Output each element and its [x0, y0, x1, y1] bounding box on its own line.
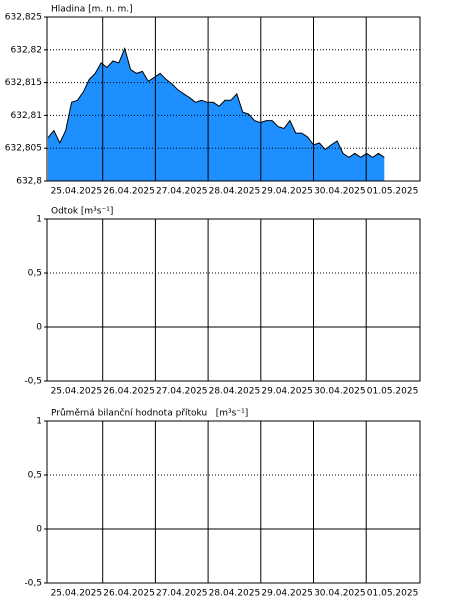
y-tick-label: 632,825	[5, 13, 42, 23]
panel-title: Hladina [m. n. m.]	[51, 5, 133, 15]
x-tick-label: 30.04.2025	[314, 387, 366, 397]
panel-title: Odtok [m³s⁻¹]	[51, 207, 113, 217]
y-tick-label: -0,5	[24, 579, 42, 589]
plot-frame	[46, 16, 421, 182]
x-tick-label: 30.04.2025	[314, 589, 366, 599]
x-tick-label: 26.04.2025	[103, 187, 155, 197]
x-tick-label: 29.04.2025	[261, 387, 313, 397]
y-tick-label: 1	[36, 215, 42, 225]
panel-title: Průměrná bilanční hodnota přítoku [m³s⁻¹…	[51, 408, 248, 419]
x-tick-label: 28.04.2025	[209, 187, 261, 197]
x-tick-label: 26.04.2025	[103, 589, 155, 599]
x-tick-label: 01.05.2025	[367, 187, 419, 197]
y-tick-label: -0,5	[24, 377, 42, 387]
plot-frame	[46, 420, 421, 584]
plot-frame	[46, 218, 421, 382]
x-tick-label: 28.04.2025	[209, 387, 261, 397]
y-tick-label: 0,5	[28, 471, 42, 481]
y-tick-label: 0	[36, 525, 42, 535]
x-tick-label: 27.04.2025	[156, 187, 208, 197]
y-tick-label: 632,82	[11, 45, 43, 55]
x-tick-label: 25.04.2025	[51, 589, 103, 599]
x-tick-label: 28.04.2025	[209, 589, 261, 599]
area	[48, 48, 385, 181]
y-tick-label: 632,815	[5, 78, 42, 88]
y-tick-label: 0	[36, 323, 42, 333]
x-tick-label: 30.04.2025	[314, 187, 366, 197]
x-tick-label: 25.04.2025	[51, 387, 103, 397]
x-tick-label: 27.04.2025	[156, 589, 208, 599]
x-tick-label: 01.05.2025	[367, 387, 419, 397]
area-outline	[47, 46, 385, 159]
x-tick-label: 01.05.2025	[367, 589, 419, 599]
y-tick-label: 0,5	[28, 269, 42, 279]
x-tick-label: 29.04.2025	[261, 187, 313, 197]
y-tick-label: 632,805	[5, 144, 42, 154]
y-tick-label: 1	[36, 417, 42, 427]
x-tick-label: 25.04.2025	[51, 187, 103, 197]
x-tick-label: 29.04.2025	[261, 589, 313, 599]
x-tick-label: 26.04.2025	[103, 387, 155, 397]
y-tick-label: 632,8	[16, 177, 42, 187]
y-tick-label: 632,81	[11, 111, 43, 121]
x-tick-label: 27.04.2025	[156, 387, 208, 397]
